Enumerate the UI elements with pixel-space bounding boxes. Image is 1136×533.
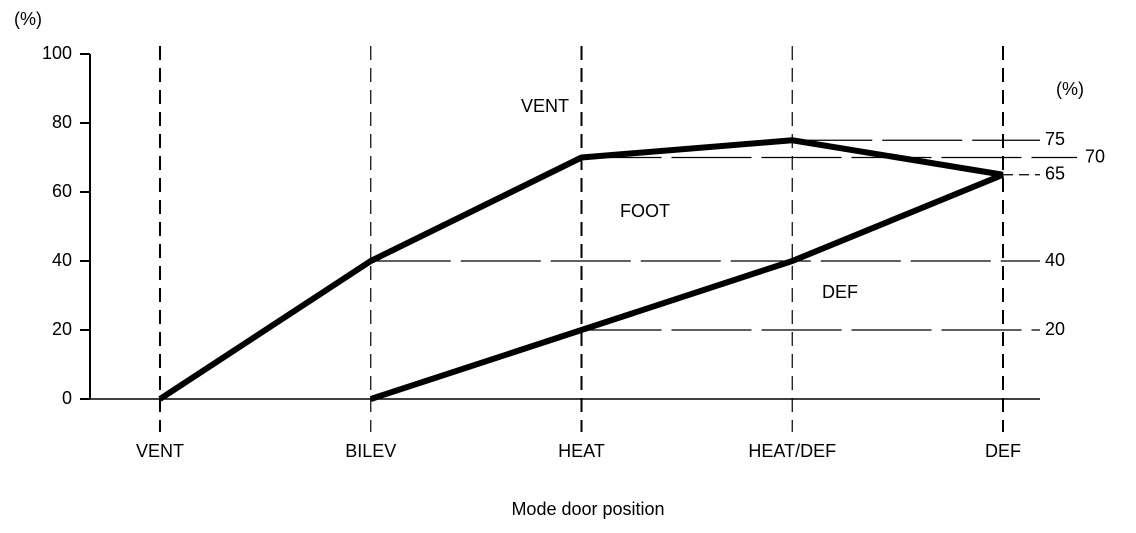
x-tick-label: HEAT [558,441,605,461]
y-unit: (%) [14,9,42,29]
y-tick-label: 0 [62,388,72,408]
right-tick-label: 75 [1045,129,1065,149]
series-line [158,137,1004,402]
series-line [369,171,1005,402]
x-title: Mode door position [511,499,664,519]
x-tick-label: HEAT/DEF [748,441,836,461]
y-tick-label: 60 [52,181,72,201]
region-label: DEF [822,282,858,302]
x-tick-label: DEF [985,441,1021,461]
right-unit: (%) [1056,79,1084,99]
right-tick-label: 65 [1045,164,1065,184]
y-tick-label: 40 [52,250,72,270]
y-tick-label: 100 [42,43,72,63]
right-tick-label: 40 [1045,250,1065,270]
x-tick-label: VENT [136,441,184,461]
region-label: VENT [521,96,569,116]
y-tick-label: 80 [52,112,72,132]
right-tick-label: 70 [1085,146,1105,166]
region-label: FOOT [620,201,670,221]
right-tick-label: 20 [1045,319,1065,339]
x-tick-label: BILEV [345,441,396,461]
y-tick-label: 20 [52,319,72,339]
